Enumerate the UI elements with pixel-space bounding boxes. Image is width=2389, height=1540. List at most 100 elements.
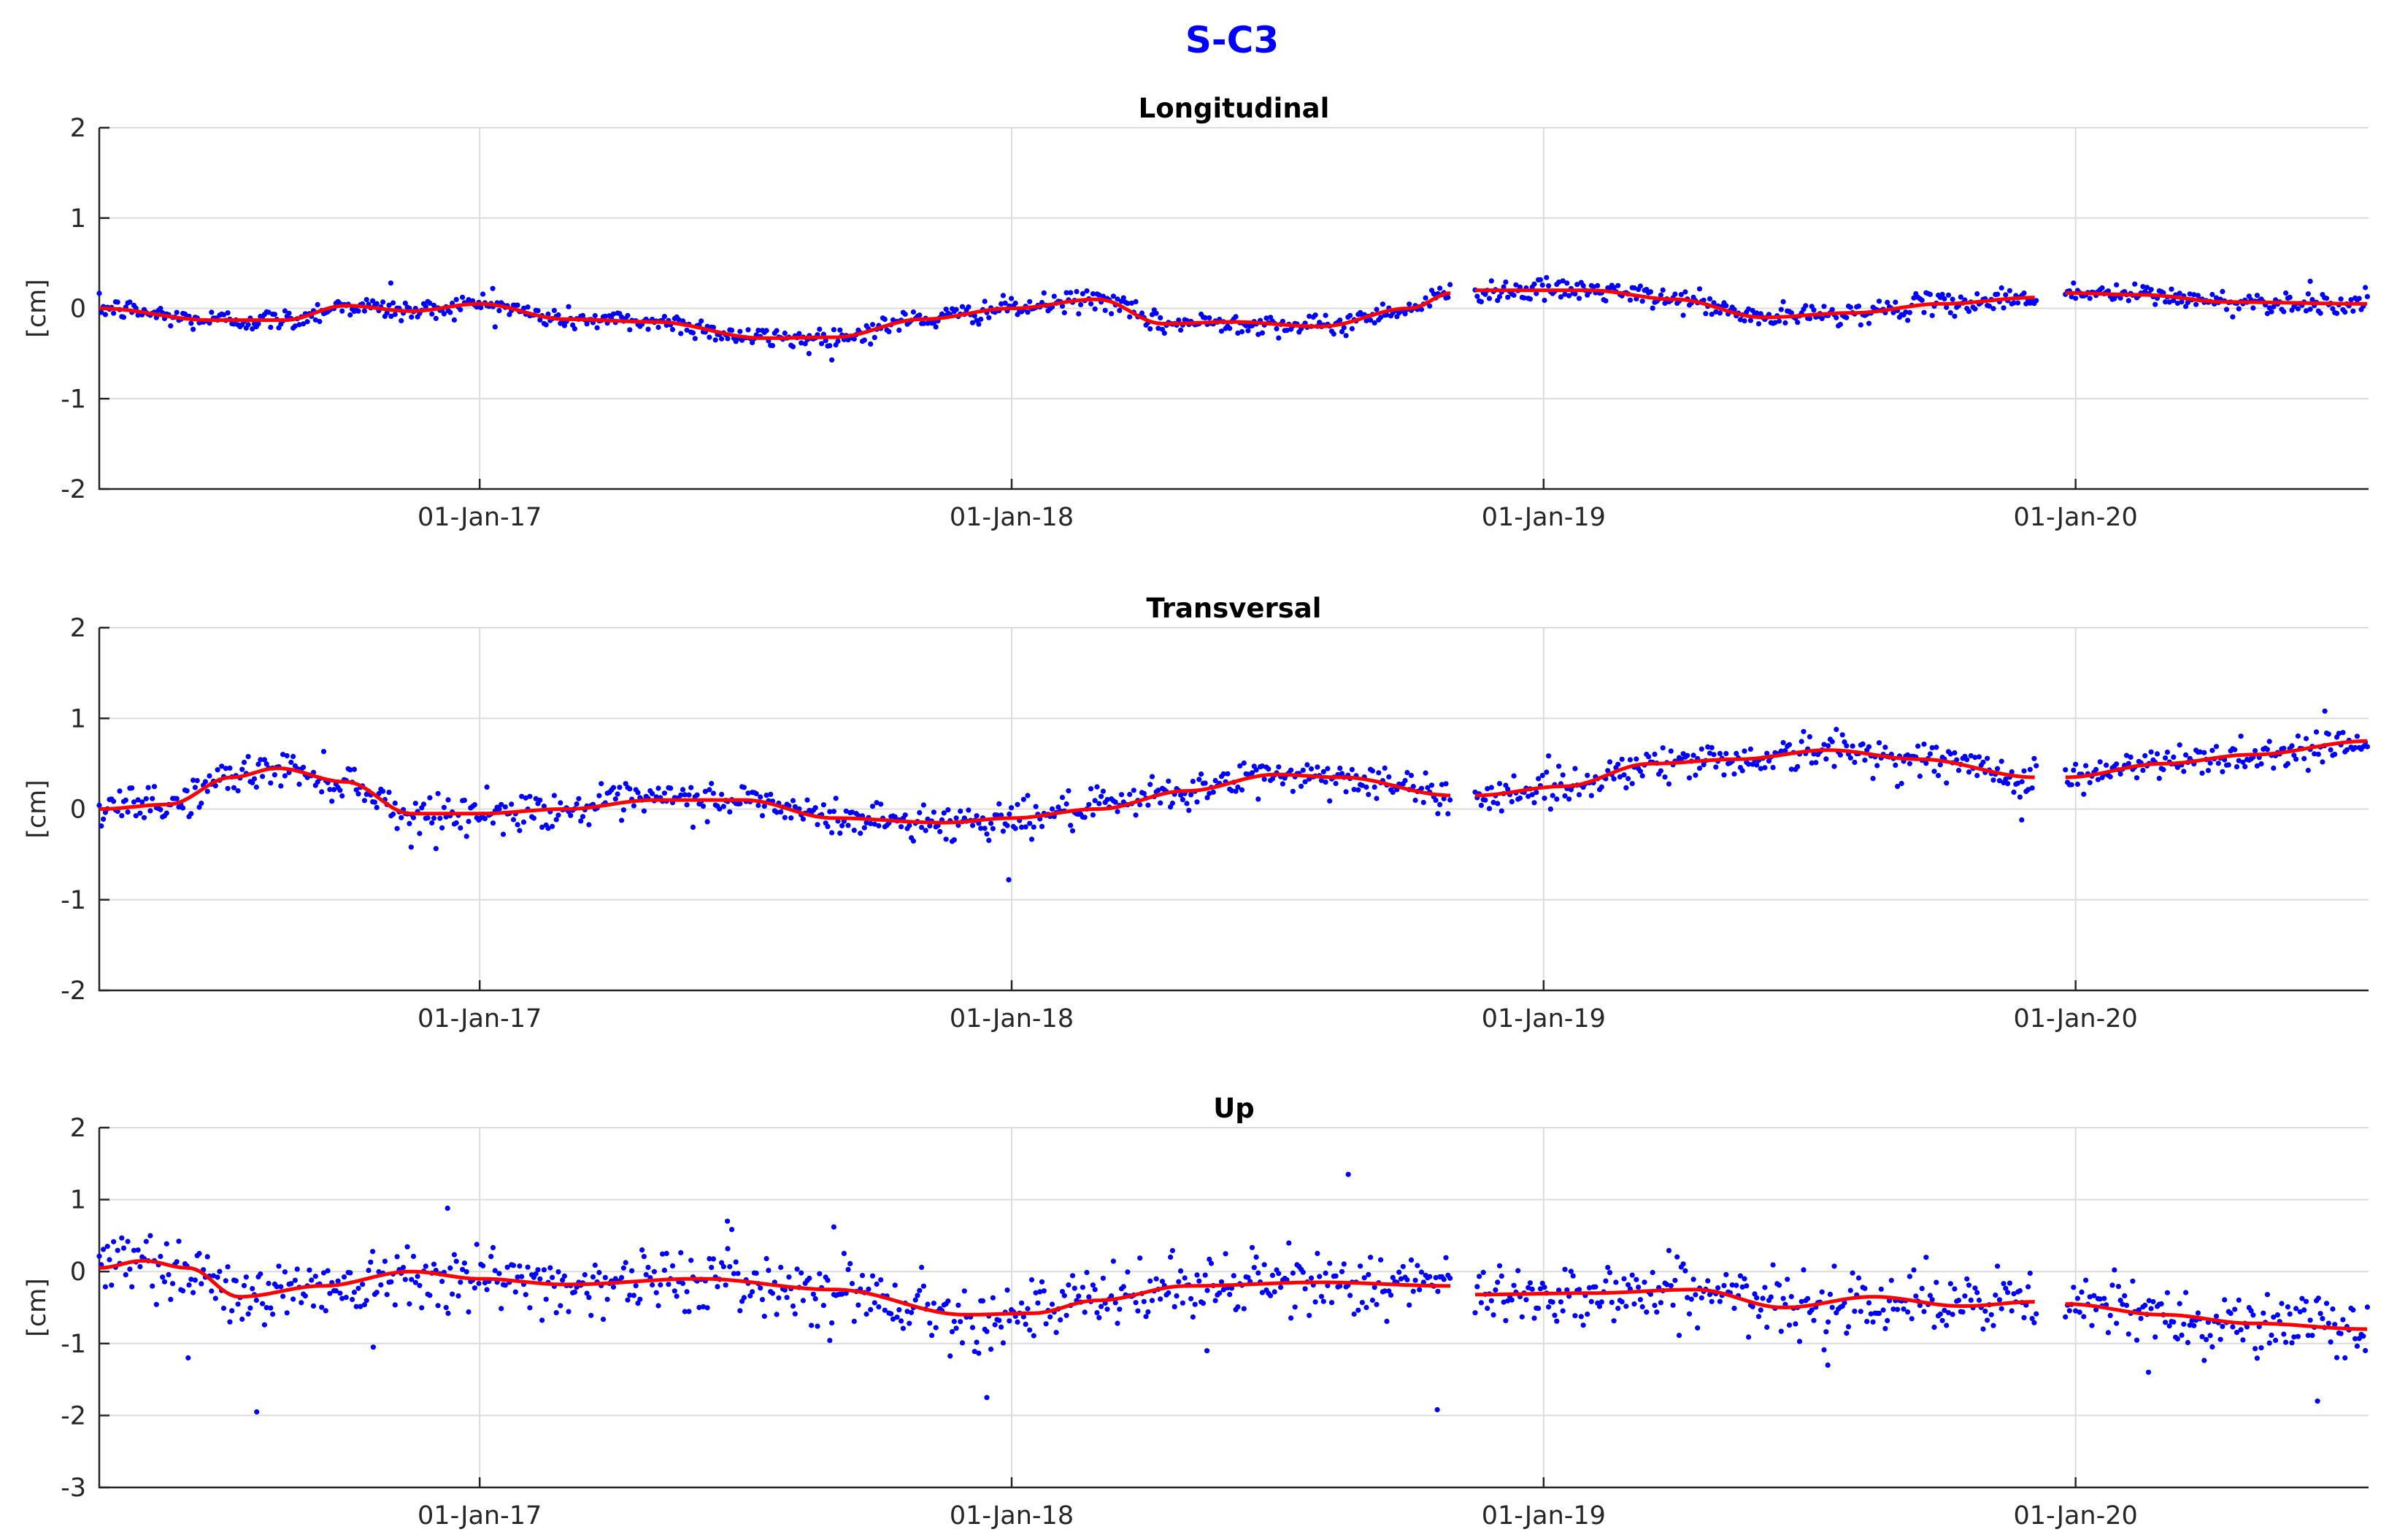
data-point xyxy=(1737,1273,1743,1279)
data-point xyxy=(1308,766,1315,772)
data-point xyxy=(1172,1304,1177,1309)
data-point xyxy=(1799,739,1804,744)
data-point xyxy=(619,314,625,320)
data-point xyxy=(391,300,396,306)
data-point xyxy=(1621,1276,1627,1282)
data-point xyxy=(504,1264,510,1270)
data-point xyxy=(2283,1339,2289,1345)
data-point xyxy=(384,310,390,316)
data-point xyxy=(2174,300,2180,307)
data-point xyxy=(1974,773,1980,779)
data-point xyxy=(319,789,325,795)
trend-line xyxy=(2065,739,2368,779)
data-point xyxy=(2123,1302,2130,1309)
data-point xyxy=(1811,1317,1817,1323)
data-point xyxy=(1284,328,1290,334)
data-point xyxy=(1503,279,1509,285)
data-point xyxy=(759,1297,766,1303)
data-point xyxy=(761,1313,767,1320)
data-point xyxy=(580,814,586,820)
data-point xyxy=(551,307,558,313)
data-point xyxy=(2334,1355,2340,1360)
data-point xyxy=(1637,1297,1643,1303)
data-point xyxy=(1519,1314,1525,1320)
data-point xyxy=(1000,1340,1006,1346)
data-point xyxy=(1235,330,1241,336)
data-point xyxy=(2007,1280,2012,1286)
data-point xyxy=(2031,755,2037,761)
data-point xyxy=(1276,764,1282,770)
data-point xyxy=(2274,1312,2280,1318)
data-point xyxy=(1066,788,1072,794)
data-point xyxy=(1652,751,1658,757)
data-point xyxy=(1488,785,1494,790)
data-point xyxy=(1023,1321,1028,1327)
data-point xyxy=(1505,786,1511,792)
data-point xyxy=(1178,1268,1184,1274)
data-point xyxy=(1742,318,1747,324)
data-point xyxy=(1143,1314,1149,1320)
data-point xyxy=(1623,1304,1629,1309)
data-point xyxy=(2213,744,2220,750)
data-point xyxy=(1363,784,1369,790)
data-point xyxy=(1921,1309,1927,1314)
data-point xyxy=(1100,788,1106,794)
data-point xyxy=(343,1295,349,1301)
data-point xyxy=(1025,1306,1031,1312)
data-point xyxy=(2026,787,2031,793)
data-point xyxy=(241,1282,247,1288)
data-point xyxy=(2325,1320,2331,1326)
data-point xyxy=(1028,1277,1035,1283)
data-point xyxy=(1359,1300,1365,1306)
data-point xyxy=(2220,769,2225,774)
data-point xyxy=(137,1263,143,1270)
data-point xyxy=(1082,815,1088,820)
data-point xyxy=(1995,291,2001,297)
data-point xyxy=(266,1280,272,1287)
data-point xyxy=(1280,318,1285,324)
data-point xyxy=(1929,312,1935,318)
data-point xyxy=(1090,812,1096,818)
data-point xyxy=(1895,1306,1901,1312)
data-point xyxy=(288,759,294,766)
data-point xyxy=(690,824,696,830)
y-axis-label: [cm] xyxy=(23,279,52,338)
data-point xyxy=(111,310,117,316)
data-point xyxy=(431,302,437,308)
data-point xyxy=(1996,1297,2002,1303)
data-point xyxy=(2179,299,2185,305)
data-point xyxy=(796,331,802,336)
data-point xyxy=(1212,777,1218,784)
data-point xyxy=(423,1263,428,1269)
data-point xyxy=(1300,767,1306,773)
data-point xyxy=(2197,749,2203,755)
data-point xyxy=(1699,746,1704,752)
data-point xyxy=(1658,768,1663,774)
data-point xyxy=(1059,795,1066,801)
data-point xyxy=(2063,1314,2069,1320)
data-point xyxy=(492,324,498,330)
data-point xyxy=(325,1268,331,1274)
data-point xyxy=(1485,786,1490,792)
data-point xyxy=(478,304,484,310)
data-point xyxy=(1868,1311,1874,1317)
data-point xyxy=(291,1296,296,1302)
data-point xyxy=(1711,752,1717,758)
data-point xyxy=(204,788,210,794)
data-point xyxy=(2029,1316,2035,1322)
data-point xyxy=(2236,306,2242,312)
data-point xyxy=(1235,1304,1241,1310)
data-point xyxy=(2338,1331,2344,1336)
data-point xyxy=(2073,1308,2079,1314)
data-point xyxy=(1078,301,1084,307)
y-tick-label: -1 xyxy=(61,886,86,915)
data-point xyxy=(537,317,543,323)
data-point xyxy=(2317,1311,2323,1317)
data-point xyxy=(1834,315,1839,320)
data-point xyxy=(2209,1344,2215,1350)
data-point xyxy=(400,1265,407,1271)
data-point xyxy=(745,790,751,796)
data-point xyxy=(920,1283,926,1289)
data-point xyxy=(1076,1293,1082,1299)
data-point xyxy=(1546,1304,1552,1310)
